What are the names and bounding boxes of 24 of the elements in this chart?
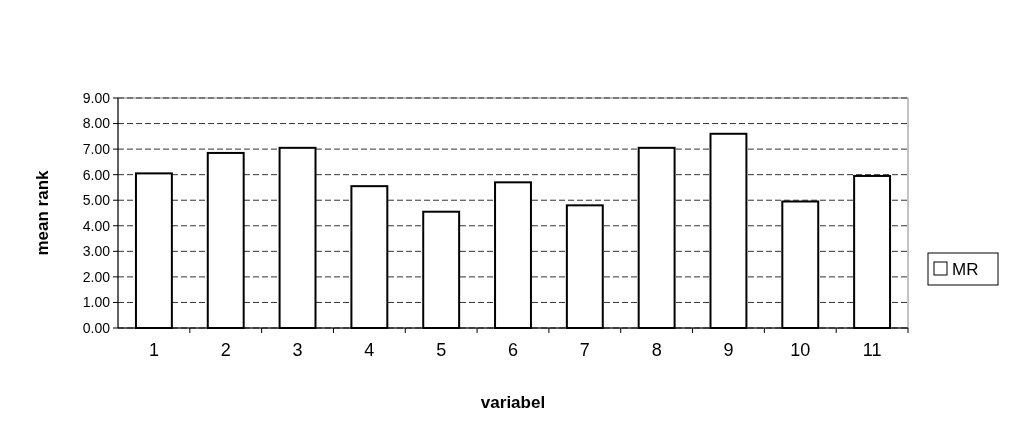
x-tick-label: 9 bbox=[723, 340, 734, 360]
y-tick-label: 3.00 bbox=[82, 243, 111, 260]
y-tick-label: 7.00 bbox=[82, 141, 111, 158]
y-tick-label: 4.00 bbox=[82, 217, 111, 234]
x-tick-label: 6 bbox=[507, 340, 519, 360]
y-tick-label: 8.00 bbox=[82, 115, 111, 132]
x-tick-label: 4 bbox=[364, 340, 375, 360]
y-tick-label: 0.00 bbox=[82, 319, 111, 336]
x-tick-label: 10 bbox=[790, 340, 811, 360]
x-tick-label: 8 bbox=[651, 340, 662, 360]
legend-label: MR bbox=[952, 259, 979, 279]
x-tick-label: 11 bbox=[862, 340, 882, 360]
x-axis-title: variabel bbox=[480, 393, 546, 412]
y-tick-label: 1.00 bbox=[82, 294, 111, 311]
x-tick-label: 7 bbox=[579, 340, 590, 360]
y-axis-title: mean rank bbox=[33, 169, 52, 256]
x-tick-label: 3 bbox=[292, 340, 303, 360]
x-tick-label: 2 bbox=[220, 340, 231, 360]
y-tick-label: 6.00 bbox=[82, 166, 111, 183]
y-tick-label: 9.00 bbox=[82, 89, 111, 106]
y-tick-label: 5.00 bbox=[82, 192, 111, 209]
y-tick-label: 2.00 bbox=[82, 268, 111, 285]
x-tick-label: 1 bbox=[148, 340, 159, 360]
x-tick-label: 5 bbox=[436, 340, 447, 360]
